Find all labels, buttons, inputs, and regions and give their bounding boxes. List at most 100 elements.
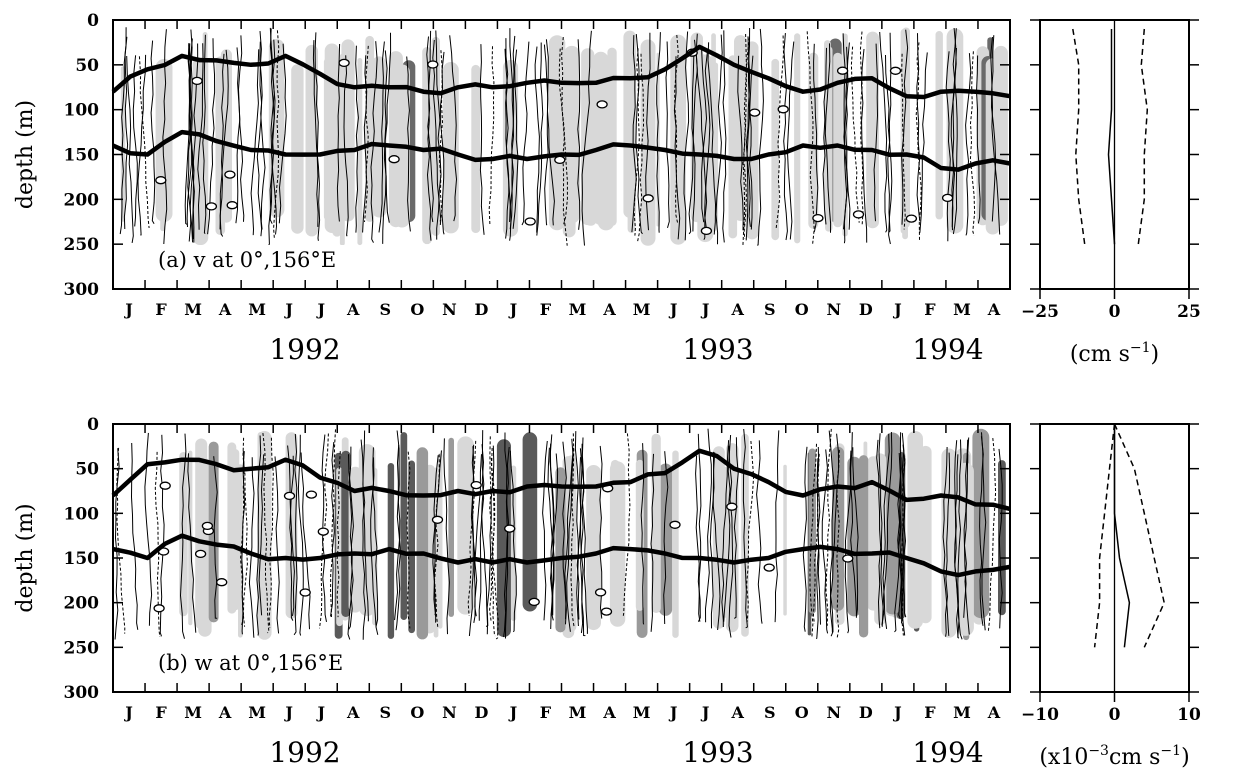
- mixed-layer-depth-curve: [111, 448, 1011, 512]
- contour-line: [256, 435, 262, 636]
- contour-line: [336, 43, 341, 222]
- month-label: J: [892, 703, 902, 722]
- month-label: M: [633, 300, 651, 319]
- profile-x-tick-label: 25: [1177, 302, 1201, 322]
- shaded-region: [522, 432, 538, 612]
- month-label: A: [346, 703, 360, 722]
- panel-label: (a) v at 0°,156°E: [158, 248, 336, 272]
- contour-closure: [159, 481, 171, 490]
- negative-contour-line: [570, 433, 575, 627]
- contour-line: [876, 439, 882, 629]
- y-tick-label: 250: [64, 235, 100, 255]
- month-label: M: [184, 300, 202, 319]
- panel-label-bg: [153, 245, 348, 275]
- unit-label-part: −1: [1130, 340, 1151, 356]
- month-label: J: [700, 300, 710, 319]
- shaded-region: [192, 57, 209, 246]
- mean-profile-line: [1107, 29, 1116, 245]
- month-label: F: [540, 300, 552, 319]
- mean-profile-line: [1113, 424, 1131, 648]
- contour-line: [580, 437, 586, 637]
- contour-line: [975, 55, 981, 224]
- month-label: D: [474, 300, 488, 319]
- shaded-region: [998, 460, 1006, 616]
- contour-closure: [283, 491, 296, 501]
- contour-closure: [842, 554, 854, 563]
- contour-line: [300, 452, 311, 630]
- month-label: F: [155, 703, 167, 722]
- negative-contour-line: [330, 429, 336, 619]
- contour-line: [314, 32, 319, 227]
- contour-line: [395, 444, 401, 631]
- y-tick-label: 0: [87, 415, 99, 435]
- shaded-region: [457, 436, 474, 615]
- contour-closure: [226, 201, 238, 210]
- contour-line: [673, 56, 681, 240]
- month-label: J: [668, 703, 678, 722]
- y-tick-label: 300: [64, 280, 100, 300]
- contour-line: [919, 52, 928, 234]
- contour-line: [362, 430, 366, 640]
- month-label: M: [184, 703, 202, 722]
- contour-line: [268, 27, 275, 246]
- year-label: 1994: [912, 736, 983, 769]
- contour-closure: [889, 66, 902, 75]
- negative-contour-line: [901, 458, 906, 636]
- contour-line: [821, 449, 829, 634]
- contour-line: [123, 36, 129, 230]
- year-label: 1993: [682, 333, 753, 366]
- month-label: A: [987, 300, 1001, 319]
- contour-line: [521, 41, 530, 226]
- y-tick-label: 100: [64, 101, 100, 121]
- negative-contour-line: [850, 46, 860, 223]
- shaded-region: [305, 44, 318, 237]
- contour-closure: [427, 60, 439, 69]
- contour-line: [873, 43, 879, 222]
- year-label: 1992: [269, 736, 340, 769]
- contour-line: [278, 43, 287, 224]
- contour-line: [259, 41, 266, 230]
- month-label: J: [508, 703, 518, 722]
- contour-line: [756, 440, 763, 624]
- std-profile-line: [1137, 28, 1149, 245]
- negative-contour-line: [438, 50, 444, 222]
- contour-line: [802, 446, 808, 632]
- contour-line: [663, 451, 669, 625]
- contour-line: [370, 447, 379, 635]
- contour-line: [737, 55, 744, 231]
- contour-line: [289, 455, 294, 621]
- negative-contour-line: [742, 37, 750, 246]
- shaded-region: [496, 439, 511, 638]
- month-label: N: [826, 703, 841, 722]
- y-tick-label: 100: [64, 504, 100, 524]
- contour-closure: [812, 213, 824, 223]
- contour-line: [944, 452, 951, 637]
- contour-line: [816, 446, 821, 625]
- panel-label-bg: [153, 648, 341, 678]
- contour-line: [330, 442, 335, 617]
- negative-contour-line: [836, 449, 840, 639]
- contour-closure: [554, 155, 566, 165]
- shaded-region: [972, 428, 990, 619]
- profile-x-tick-label: 10: [1177, 705, 1201, 725]
- contour-line: [360, 439, 369, 622]
- contour-line: [722, 30, 727, 243]
- mixed-layer-depth-curve: [111, 44, 1011, 100]
- contour-line: [721, 440, 730, 627]
- negative-contour-line: [674, 34, 679, 224]
- contour-line: [707, 42, 717, 235]
- contour-line: [297, 434, 304, 636]
- contour-closure: [504, 524, 516, 533]
- negative-contour-line: [241, 437, 248, 626]
- profile-x-tick-label: −10: [1021, 705, 1059, 725]
- contour-closure: [317, 527, 329, 536]
- month-label: J: [315, 703, 325, 722]
- month-label: J: [508, 300, 518, 319]
- month-label: F: [924, 703, 936, 722]
- shaded-region: [711, 33, 716, 217]
- negative-contour-line: [915, 42, 922, 241]
- negative-contour-line: [812, 453, 820, 624]
- month-label: J: [123, 703, 133, 722]
- contour-line: [187, 453, 197, 633]
- contour-line: [956, 439, 962, 639]
